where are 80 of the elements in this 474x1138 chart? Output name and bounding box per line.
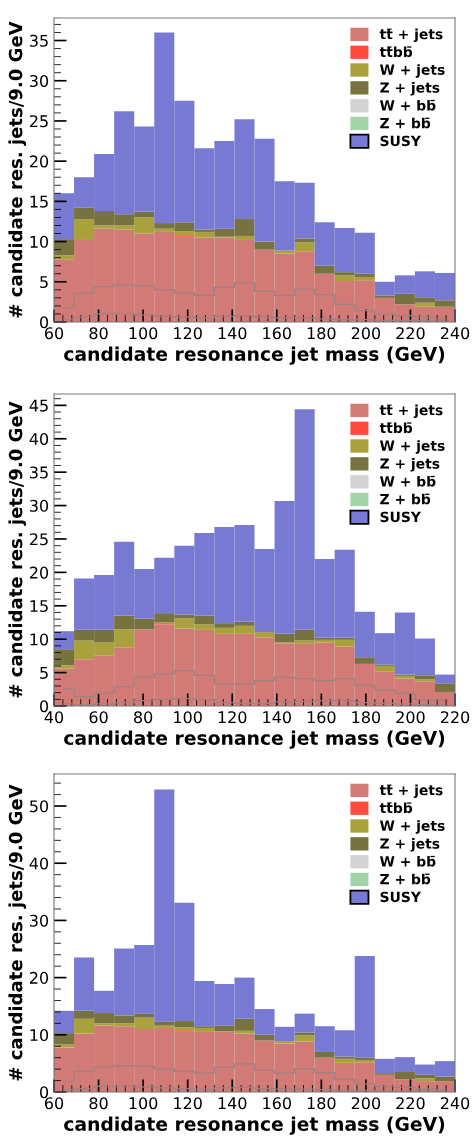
legend-label: tt̄ + jets <box>379 28 443 43</box>
y-axis-title: # candidate res. jets/9.0 GeV <box>8 401 27 698</box>
y-tick-label: 25 <box>29 115 48 128</box>
y-tick-label: 40 <box>29 432 49 446</box>
x-tick-label: 120 <box>174 1097 202 1110</box>
x-tick-label: 80 <box>89 327 108 340</box>
x-tick-label: 200 <box>396 711 425 724</box>
y-tick-label: 30 <box>30 499 49 512</box>
legend-label: Z + bb̄ <box>380 117 431 129</box>
x-tick-label: 160 <box>263 327 291 340</box>
y-tick-label: 10 <box>30 633 49 646</box>
x-tick-label: 60 <box>44 327 64 340</box>
x-tick-label: 200 <box>351 327 381 340</box>
x-tick-label: 220 <box>396 1097 425 1110</box>
x-tick-label: 100 <box>174 711 202 724</box>
y-tick-label: 30 <box>30 914 49 927</box>
x-tick-label: 120 <box>218 711 247 724</box>
x-tick-label: 180 <box>307 327 336 340</box>
y-tick-label: 10 <box>30 235 49 248</box>
legend-label: W + bb̄ <box>379 475 436 487</box>
x-tick-label: 140 <box>263 711 291 724</box>
legend-label: W + bb̄ <box>379 99 436 111</box>
y-tick-label: 35 <box>30 34 48 47</box>
legend-label: Z + bb̄ <box>380 493 431 505</box>
legend-label: SUSY <box>380 891 422 903</box>
legend-label: tt̄ + jets <box>379 784 443 799</box>
legend-label: W + jets <box>379 440 445 454</box>
x-tick-label: 200 <box>351 1097 381 1110</box>
y-axis-title: # candidate res. jets/9.0 GeV <box>8 784 27 1081</box>
x-tick-label: 240 <box>440 327 470 340</box>
y-tick-label: 40 <box>29 857 49 870</box>
legend-label: SUSY <box>380 511 422 523</box>
legend-label: tt̄ + jets <box>379 404 443 419</box>
x-tick-label: 80 <box>134 711 153 724</box>
x-tick-label: 220 <box>396 327 425 340</box>
x-axis-title: candidate resonance jet mass (GeV) <box>64 1116 445 1135</box>
y-tick-label: 10 <box>30 1029 49 1042</box>
legend-label: W + jets <box>379 820 445 834</box>
legend-label: Z + jets <box>380 82 440 96</box>
legend-label: tt̄bb̄ <box>379 422 413 434</box>
x-tick-label: 240 <box>440 1097 470 1110</box>
x-axis-title: candidate resonance jet mass (GeV) <box>64 346 445 365</box>
legend-label: Z + jets <box>380 838 440 852</box>
x-tick-label: 180 <box>307 1097 336 1110</box>
x-tick-label: 220 <box>440 711 470 724</box>
y-tick-label: 0 <box>40 700 49 713</box>
legend-label: Z + jets <box>380 458 440 472</box>
y-tick-label: 20 <box>29 155 49 168</box>
legend-label: Z + bb̄ <box>380 873 431 885</box>
y-tick-label: 20 <box>29 566 49 579</box>
legend-label: tt̄bb̄ <box>379 46 413 58</box>
x-tick-label: 140 <box>218 1097 247 1110</box>
legend-label: tt̄bb̄ <box>379 802 413 814</box>
x-tick-label: 140 <box>218 327 247 340</box>
x-tick-label: 180 <box>352 711 381 724</box>
y-tick-label: 45 <box>29 399 48 412</box>
y-tick-label: 0 <box>40 316 49 329</box>
y-tick-label: 5 <box>40 667 48 679</box>
y-tick-label: 15 <box>30 195 48 208</box>
x-tick-label: 100 <box>129 327 158 340</box>
legend-label: W + bb̄ <box>379 855 436 867</box>
legend-label: SUSY <box>380 135 422 147</box>
x-tick-label: 160 <box>263 1097 291 1110</box>
legend-label: W + jets <box>379 64 445 78</box>
x-axis-title: candidate resonance jet mass (GeV) <box>64 730 445 749</box>
y-tick-label: 0 <box>40 1086 49 1099</box>
y-tick-label: 35 <box>30 466 48 479</box>
y-tick-label: 25 <box>29 533 48 546</box>
y-tick-label: 5 <box>40 276 48 289</box>
y-axis-title: # candidate res. jets/9.0 GeV <box>8 21 27 318</box>
x-tick-label: 60 <box>44 1097 64 1110</box>
y-tick-label: 50 <box>30 800 49 813</box>
y-tick-label: 20 <box>29 971 49 984</box>
y-tick-label: 30 <box>30 74 49 88</box>
x-tick-label: 80 <box>89 1097 108 1110</box>
x-tick-label: 120 <box>174 327 202 340</box>
x-tick-label: 100 <box>129 1097 158 1110</box>
x-tick-label: 160 <box>307 711 336 724</box>
x-tick-label: 60 <box>89 711 108 724</box>
y-tick-label: 15 <box>30 600 48 613</box>
